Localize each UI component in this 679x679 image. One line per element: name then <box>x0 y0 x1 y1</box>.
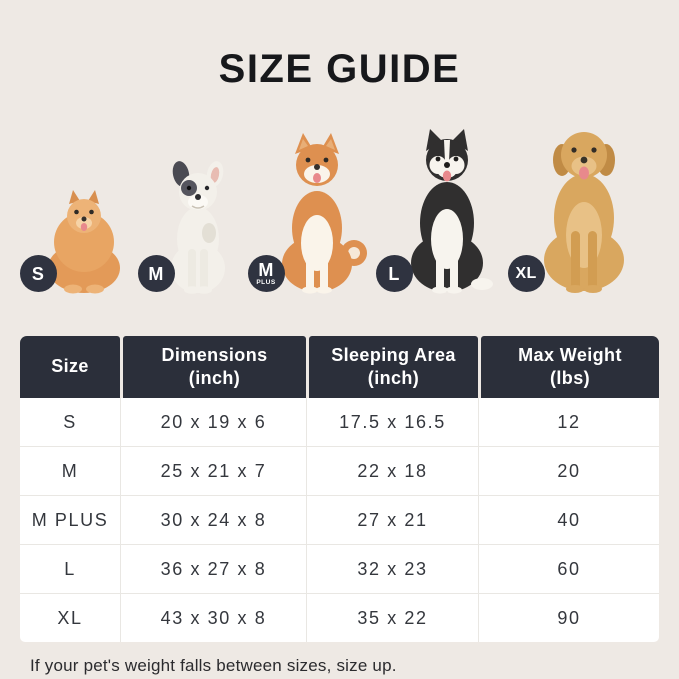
cell-max-weight: 90 <box>478 594 659 642</box>
size-badge-m: M <box>137 255 175 292</box>
col-header-size: Size <box>20 336 120 398</box>
table-row-s: S 20 x 19 x 6 17.5 x 16.5 12 <box>20 398 659 446</box>
col-header-sleeping-area-line2: (inch) <box>367 368 420 388</box>
cell-sleeping-area: 17.5 x 16.5 <box>306 398 478 446</box>
col-header-max-weight-line1: Max Weight <box>518 344 622 365</box>
size-badge-m-plus-label: M <box>258 259 274 280</box>
cell-dimensions: 25 x 21 x 7 <box>120 447 306 495</box>
cell-size: M <box>61 460 79 481</box>
dog-slot-m: M <box>137 161 250 294</box>
cell-sleeping-area: 32 x 23 <box>306 545 478 593</box>
cell-dimensions: 30 x 24 x 8 <box>120 496 306 544</box>
shiba-inu-illustration <box>281 133 367 294</box>
table-row-m: M 25 x 21 x 7 22 x 18 20 <box>20 446 659 495</box>
dog-slot-l: L <box>375 126 510 294</box>
cell-sleeping-area: 22 x 18 <box>306 447 478 495</box>
cell-max-weight: 20 <box>478 447 659 495</box>
cell-max-weight: 12 <box>478 398 659 446</box>
size-table-header: Size Dimensions (inch) Sleeping Area (in… <box>20 336 659 398</box>
cell-max-weight: 60 <box>478 545 659 593</box>
dog-slot-s: S <box>19 189 140 294</box>
cell-size: L <box>64 558 76 579</box>
size-table-body: S 20 x 19 x 6 17.5 x 16.5 12 M 25 x 21 x… <box>20 398 659 642</box>
cell-sleeping-area: 27 x 21 <box>306 496 478 544</box>
cell-max-weight: 40 <box>478 496 659 544</box>
cell-dimensions: 20 x 19 x 6 <box>120 398 306 446</box>
size-table: Size Dimensions (inch) Sleeping Area (in… <box>20 336 659 642</box>
size-badge-l-label: L <box>388 263 400 284</box>
size-badge-m-plus: M PLUS <box>247 255 285 292</box>
col-header-max-weight: Max Weight (lbs) <box>481 336 659 398</box>
size-badge-l: L <box>375 255 413 292</box>
size-badge-xl: XL <box>507 255 545 292</box>
french-bulldog-illustration <box>170 161 225 294</box>
cell-dimensions: 43 x 30 x 8 <box>120 594 306 642</box>
col-header-dimensions-line2: (inch) <box>188 368 241 388</box>
border-collie-illustration <box>410 129 493 294</box>
size-badge-s: S <box>19 255 57 292</box>
cell-sleeping-area: 35 x 22 <box>306 594 478 642</box>
dog-slot-xl: XL <box>507 119 652 294</box>
cell-size: M PLUS <box>31 509 109 530</box>
golden-retriever-illustration <box>543 132 624 293</box>
cell-size: S <box>63 411 77 432</box>
size-badge-xl-label: XL <box>515 264 537 282</box>
size-badge-m-label: M <box>148 263 164 284</box>
page-title: SIZE GUIDE <box>218 47 461 91</box>
dog-slot-m-plus: M PLUS <box>247 131 378 294</box>
col-header-dimensions: Dimensions (inch) <box>123 336 306 398</box>
table-row-l: L 36 x 27 x 8 32 x 23 60 <box>20 544 659 593</box>
size-badge-s-label: S <box>31 263 45 284</box>
table-row-xl: XL 43 x 30 x 8 35 x 22 90 <box>20 593 659 642</box>
size-badge-m-plus-sublabel: PLUS <box>256 279 276 286</box>
pomeranian-illustration <box>47 190 120 294</box>
col-header-sleeping-area-line1: Sleeping Area <box>331 344 456 365</box>
col-header-size-line1: Size <box>51 356 89 377</box>
cell-size: XL <box>57 607 83 628</box>
col-header-sleeping-area: Sleeping Area (inch) <box>309 336 478 398</box>
col-header-max-weight-line2: (lbs) <box>550 368 590 388</box>
col-header-dimensions-line1: Dimensions <box>161 344 268 365</box>
footer-note: If your pet's weight falls between sizes… <box>30 656 397 675</box>
dog-size-row: S <box>0 118 679 294</box>
cell-dimensions: 36 x 27 x 8 <box>120 545 306 593</box>
table-row-m-plus: M PLUS 30 x 24 x 8 27 x 21 40 <box>20 495 659 544</box>
